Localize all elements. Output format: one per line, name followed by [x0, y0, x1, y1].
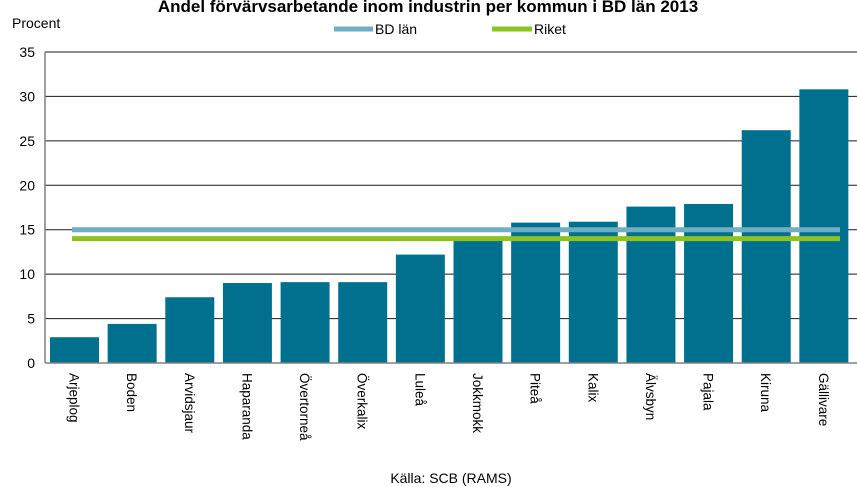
bar-kalix: [568, 221, 618, 363]
bars: [50, 89, 849, 363]
x-tick-label-overkalix: Överkalix: [355, 373, 370, 430]
y-tick-label: 35: [19, 44, 35, 60]
bar-alvsbyn: [626, 206, 676, 363]
y-tick-label: 20: [19, 177, 35, 193]
x-tick-label-pitea: Piteå: [528, 373, 543, 404]
bar-overkalix: [338, 282, 388, 363]
x-tick-label-pajala: Pajala: [701, 373, 716, 411]
y-axis-label: Procent: [12, 15, 60, 31]
x-axis-labels: Arjeplog Boden Arvidsjaur Haparanda Övertorn…: [67, 373, 831, 441]
y-tick-label: 30: [19, 88, 35, 104]
bar-haparanda: [222, 283, 272, 363]
x-tick-label-arjeplog: Arjeplog: [67, 373, 82, 423]
x-tick-label-kiruna: Kiruna: [758, 373, 773, 413]
y-tick-label: 15: [19, 222, 35, 238]
x-tick-label-arvidsjaur: Arvidsjaur: [182, 373, 197, 434]
x-tick-label-boden: Boden: [124, 373, 139, 412]
x-tick-label-haparanda: Haparanda: [239, 373, 254, 440]
x-tick-label-alvsbyn: Älvsbyn: [643, 373, 658, 420]
y-tick-label: 0: [27, 355, 35, 371]
x-tick-label-lulea: Luleå: [412, 373, 427, 407]
bar-arvidsjaur: [165, 297, 215, 363]
x-tick-label-overtornea: Övertorneå: [297, 373, 312, 441]
x-tick-label-jokkmokk: Jokkmokk: [470, 373, 485, 433]
x-tick-label-gallivare: Gällivare: [816, 373, 831, 426]
legend-label-bd-lan: BD län: [375, 21, 417, 37]
source-note: Källa: SCB (RAMS): [390, 470, 511, 486]
y-tick-label: 25: [19, 133, 35, 149]
bar-arjeplog: [50, 337, 99, 363]
y-axis-ticks: 0 5 10 15 20 25 30 35: [19, 44, 35, 371]
chart-title: Andel förvärvsarbetande inom industrin p…: [158, 0, 698, 16]
reference-lines: [72, 227, 840, 242]
x-tick-label-kalix: Kalix: [585, 373, 600, 403]
y-tick-label: 10: [19, 266, 35, 282]
bar-lulea: [395, 254, 445, 363]
bar-kiruna: [741, 130, 791, 363]
legend-label-riket: Riket: [534, 21, 566, 37]
bar-boden: [107, 323, 157, 363]
bar-overtornea: [280, 282, 330, 363]
bar-jokkmokk: [453, 238, 503, 363]
legend: BD län Riket: [334, 21, 566, 37]
bar-pitea: [511, 222, 561, 363]
y-tick-label: 5: [27, 311, 35, 327]
gridlines: [45, 51, 857, 320]
bar-gallivare: [799, 89, 849, 363]
